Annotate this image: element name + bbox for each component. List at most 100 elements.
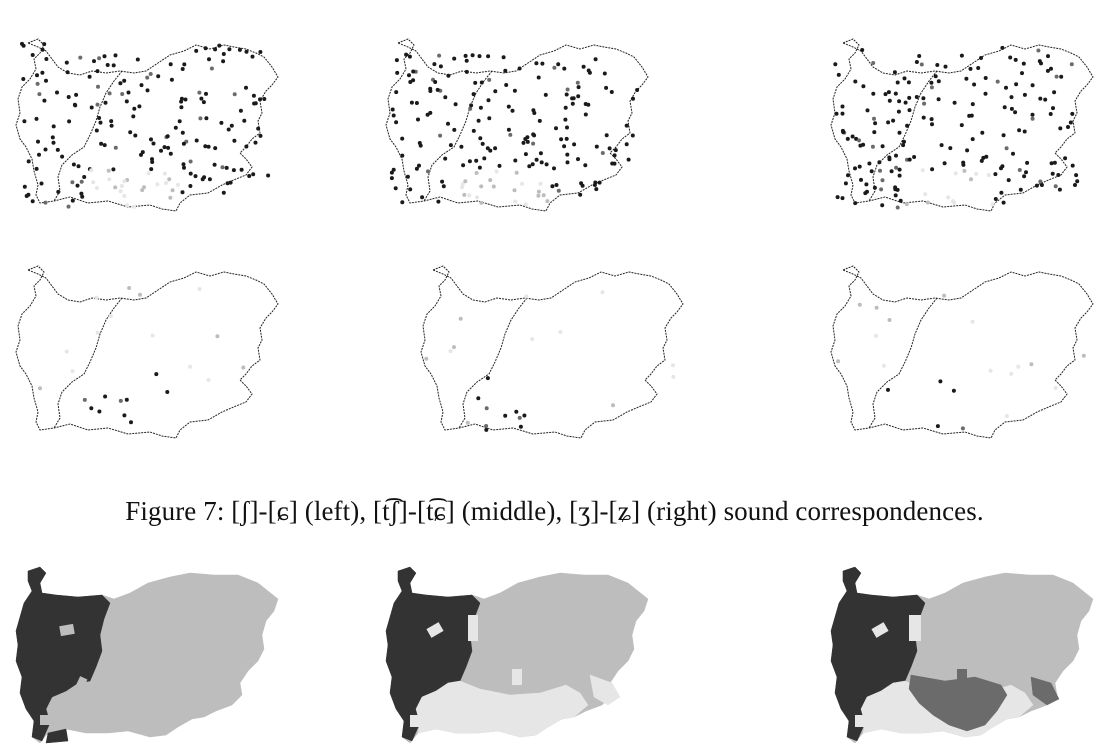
location-dot — [135, 57, 140, 62]
location-dot — [538, 151, 543, 156]
location-dot — [859, 177, 863, 182]
location-dot — [980, 130, 985, 135]
location-dot — [266, 173, 271, 178]
location-dot — [895, 205, 900, 210]
location-dot — [486, 98, 491, 103]
location-dot — [443, 156, 448, 161]
location-dot — [1017, 168, 1022, 172]
location-dot — [42, 98, 47, 103]
location-dot — [102, 143, 107, 148]
location-dot — [87, 74, 92, 79]
location-dot — [1017, 128, 1022, 133]
location-dot — [1054, 74, 1059, 79]
location-dot — [491, 184, 496, 189]
location-dot — [897, 130, 902, 135]
country-outline — [15, 265, 279, 439]
location-dot — [602, 71, 607, 76]
enclave — [855, 715, 867, 727]
location-dot — [407, 54, 412, 59]
location-dot — [893, 193, 898, 198]
location-dot — [487, 77, 492, 82]
location-dot — [543, 92, 548, 97]
location-dot — [71, 162, 76, 167]
location-dot — [129, 420, 133, 425]
location-dot — [488, 178, 493, 183]
location-dot — [1052, 90, 1057, 95]
location-dot — [433, 80, 438, 84]
location-dot — [150, 157, 154, 162]
location-dot — [149, 137, 153, 142]
location-dot — [168, 151, 173, 156]
location-dot — [857, 164, 862, 169]
location-dot — [840, 111, 845, 116]
location-dot — [964, 76, 969, 81]
location-dot — [395, 70, 400, 75]
location-dot — [612, 153, 617, 158]
location-dot — [948, 146, 953, 151]
location-dot — [917, 54, 922, 58]
location-dot — [857, 302, 862, 307]
location-dot — [76, 164, 81, 169]
location-dot — [70, 198, 75, 203]
location-dot — [251, 93, 256, 98]
location-dot — [872, 116, 876, 121]
east-south-patch — [1030, 676, 1060, 706]
location-dot — [425, 112, 430, 117]
location-dot — [118, 398, 123, 403]
location-dot — [907, 95, 912, 100]
location-dot — [253, 140, 258, 145]
location-dot — [194, 138, 199, 143]
location-dot — [173, 125, 178, 130]
location-dot — [538, 181, 543, 186]
location-dot — [188, 184, 193, 188]
location-dot — [98, 120, 103, 125]
location-dot — [836, 359, 841, 364]
location-dot — [39, 181, 44, 186]
location-dot — [562, 66, 567, 71]
location-dot — [66, 95, 71, 99]
location-dot — [138, 292, 142, 297]
location-dot — [224, 165, 229, 170]
location-dot — [488, 148, 493, 153]
location-dot — [521, 140, 526, 145]
location-dot — [1052, 160, 1057, 165]
location-dot — [43, 147, 48, 152]
country-outline — [830, 38, 1094, 212]
location-dot — [988, 368, 993, 373]
location-dot — [575, 80, 580, 85]
location-dot — [935, 424, 940, 429]
location-dot — [520, 181, 525, 186]
location-dot — [78, 55, 83, 60]
location-dot — [452, 345, 456, 350]
location-dot — [127, 286, 132, 290]
dialect-boundary — [53, 70, 123, 202]
location-dot — [201, 100, 206, 105]
enclave — [468, 615, 478, 641]
location-dot — [441, 184, 446, 189]
location-dot — [952, 200, 957, 205]
enclave — [72, 676, 88, 696]
location-dot — [38, 386, 42, 391]
location-dot — [140, 150, 145, 155]
location-dot — [124, 203, 129, 208]
location-dot — [1056, 173, 1061, 177]
location-dot — [593, 57, 598, 62]
location-dot — [501, 55, 506, 60]
location-dot — [155, 182, 160, 187]
location-dot — [1022, 92, 1027, 97]
location-dot — [438, 133, 443, 138]
location-dot — [1049, 66, 1053, 71]
location-dot — [105, 63, 110, 67]
location-dot — [1024, 170, 1028, 175]
location-dot — [482, 156, 487, 161]
location-dot — [424, 356, 429, 361]
location-dot — [853, 79, 858, 84]
location-dot — [416, 117, 420, 122]
location-dot — [167, 177, 172, 182]
location-dot — [126, 90, 131, 95]
location-dot — [892, 70, 897, 75]
location-dot — [390, 107, 395, 112]
location-dot — [55, 90, 59, 95]
location-dot — [865, 189, 869, 194]
enclave — [512, 669, 522, 685]
